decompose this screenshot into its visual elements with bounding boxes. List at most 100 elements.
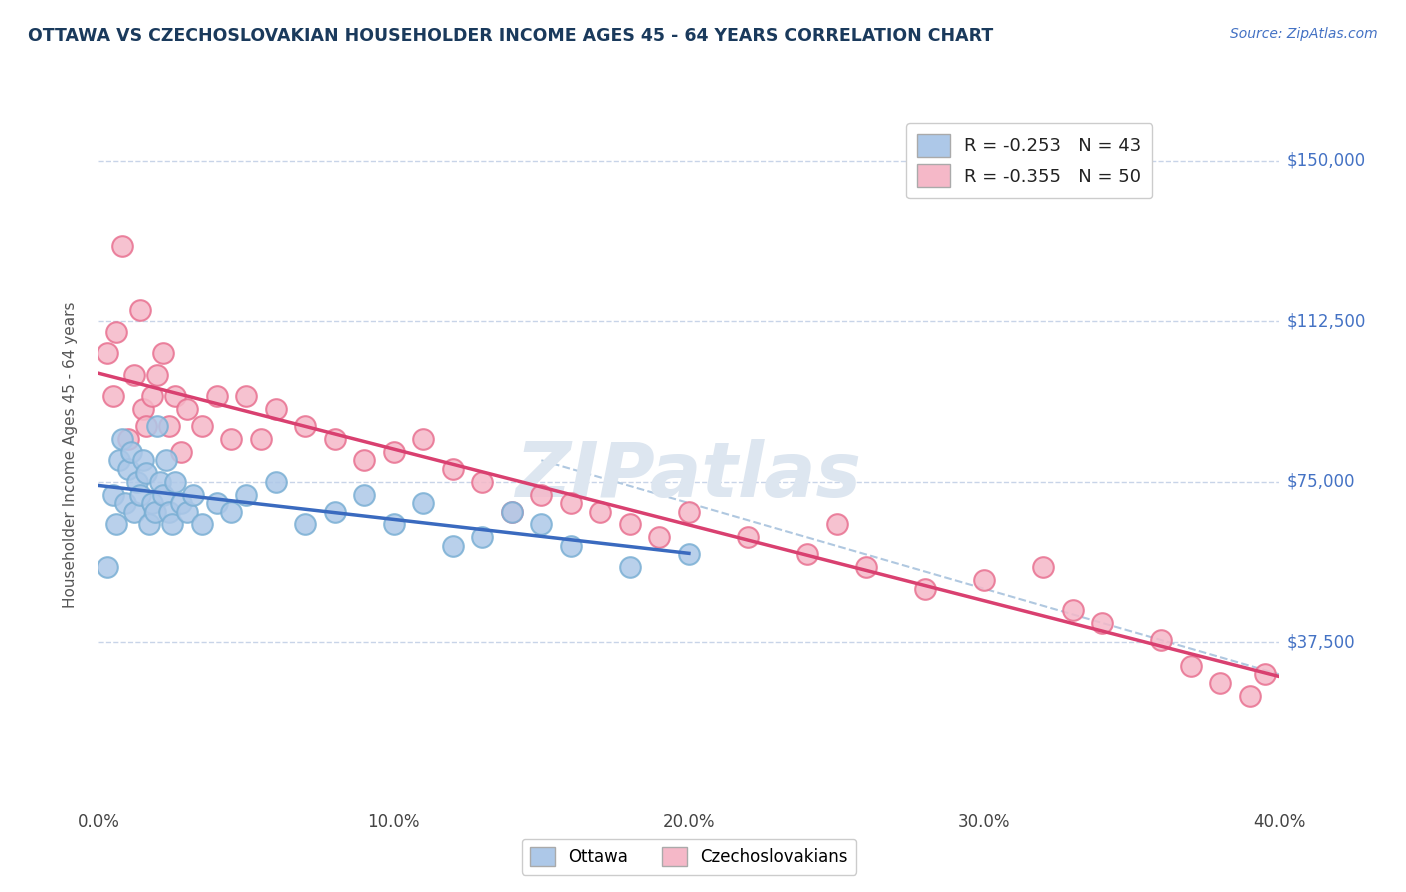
Point bbox=[155, 453, 177, 467]
Point bbox=[353, 487, 375, 501]
Point bbox=[181, 487, 204, 501]
Point bbox=[825, 517, 848, 532]
Point bbox=[560, 496, 582, 510]
Legend: Ottawa, Czechoslovakians: Ottawa, Czechoslovakians bbox=[522, 838, 856, 875]
Point bbox=[103, 487, 125, 501]
Point bbox=[96, 346, 118, 360]
Point bbox=[191, 517, 214, 532]
Point bbox=[191, 419, 214, 434]
Point bbox=[152, 346, 174, 360]
Text: $112,500: $112,500 bbox=[1286, 312, 1365, 330]
Point bbox=[796, 548, 818, 562]
Point bbox=[501, 505, 523, 519]
Text: $37,500: $37,500 bbox=[1286, 633, 1355, 651]
Point bbox=[560, 539, 582, 553]
Point bbox=[294, 517, 316, 532]
Point bbox=[471, 530, 494, 544]
Point bbox=[353, 453, 375, 467]
Point bbox=[382, 517, 405, 532]
Point bbox=[205, 389, 228, 403]
Point bbox=[205, 496, 228, 510]
Point bbox=[96, 560, 118, 574]
Point bbox=[114, 496, 136, 510]
Point bbox=[105, 325, 128, 339]
Point bbox=[648, 530, 671, 544]
Text: Source: ZipAtlas.com: Source: ZipAtlas.com bbox=[1230, 27, 1378, 41]
Point bbox=[855, 560, 877, 574]
Point bbox=[323, 432, 346, 446]
Point bbox=[250, 432, 273, 446]
Point bbox=[1254, 667, 1277, 681]
Point bbox=[678, 505, 700, 519]
Point bbox=[619, 517, 641, 532]
Point bbox=[1032, 560, 1054, 574]
Point bbox=[165, 389, 187, 403]
Point bbox=[117, 432, 139, 446]
Point bbox=[294, 419, 316, 434]
Point bbox=[141, 389, 163, 403]
Point bbox=[105, 517, 128, 532]
Point bbox=[176, 401, 198, 416]
Point bbox=[128, 303, 150, 318]
Point bbox=[165, 475, 187, 489]
Point bbox=[219, 505, 243, 519]
Point bbox=[737, 530, 759, 544]
Point bbox=[162, 517, 183, 532]
Point bbox=[141, 496, 163, 510]
Point bbox=[157, 419, 180, 434]
Point bbox=[108, 453, 131, 467]
Point bbox=[146, 419, 169, 434]
Point bbox=[117, 462, 139, 476]
Point bbox=[323, 505, 346, 519]
Point bbox=[219, 432, 243, 446]
Text: OTTAWA VS CZECHOSLOVAKIAN HOUSEHOLDER INCOME AGES 45 - 64 YEARS CORRELATION CHAR: OTTAWA VS CZECHOSLOVAKIAN HOUSEHOLDER IN… bbox=[28, 27, 994, 45]
Point bbox=[235, 487, 257, 501]
Point bbox=[122, 368, 145, 382]
Point bbox=[111, 432, 134, 446]
Point bbox=[132, 401, 155, 416]
Text: $150,000: $150,000 bbox=[1286, 152, 1365, 169]
Legend: R = -0.253   N = 43, R = -0.355   N = 50: R = -0.253 N = 43, R = -0.355 N = 50 bbox=[907, 123, 1153, 198]
Point bbox=[143, 505, 166, 519]
Point bbox=[157, 505, 180, 519]
Point bbox=[135, 466, 157, 480]
Point bbox=[1180, 658, 1202, 673]
Text: ZIPatlas: ZIPatlas bbox=[516, 439, 862, 513]
Point bbox=[382, 444, 405, 458]
Point bbox=[1150, 633, 1173, 648]
Point bbox=[1209, 676, 1232, 690]
Point bbox=[471, 475, 494, 489]
Text: $75,000: $75,000 bbox=[1286, 473, 1355, 491]
Point bbox=[530, 517, 553, 532]
Point bbox=[120, 444, 142, 458]
Point bbox=[146, 368, 169, 382]
Point bbox=[103, 389, 125, 403]
Point bbox=[125, 475, 148, 489]
Point bbox=[152, 487, 174, 501]
Point bbox=[441, 539, 464, 553]
Point bbox=[264, 401, 287, 416]
Y-axis label: Householder Income Ages 45 - 64 years: Householder Income Ages 45 - 64 years bbox=[63, 301, 77, 608]
Point bbox=[135, 419, 157, 434]
Point bbox=[678, 548, 700, 562]
Point bbox=[441, 462, 464, 476]
Point bbox=[914, 582, 936, 596]
Point bbox=[176, 505, 198, 519]
Point bbox=[501, 505, 523, 519]
Point bbox=[412, 496, 434, 510]
Point bbox=[412, 432, 434, 446]
Point bbox=[235, 389, 257, 403]
Point bbox=[619, 560, 641, 574]
Point bbox=[264, 475, 287, 489]
Point bbox=[132, 453, 155, 467]
Point bbox=[589, 505, 612, 519]
Point bbox=[122, 505, 145, 519]
Point bbox=[1091, 615, 1114, 630]
Point bbox=[149, 475, 172, 489]
Point bbox=[530, 487, 553, 501]
Point bbox=[170, 496, 193, 510]
Point bbox=[170, 444, 193, 458]
Point bbox=[1062, 603, 1084, 617]
Point bbox=[128, 487, 150, 501]
Point bbox=[138, 517, 160, 532]
